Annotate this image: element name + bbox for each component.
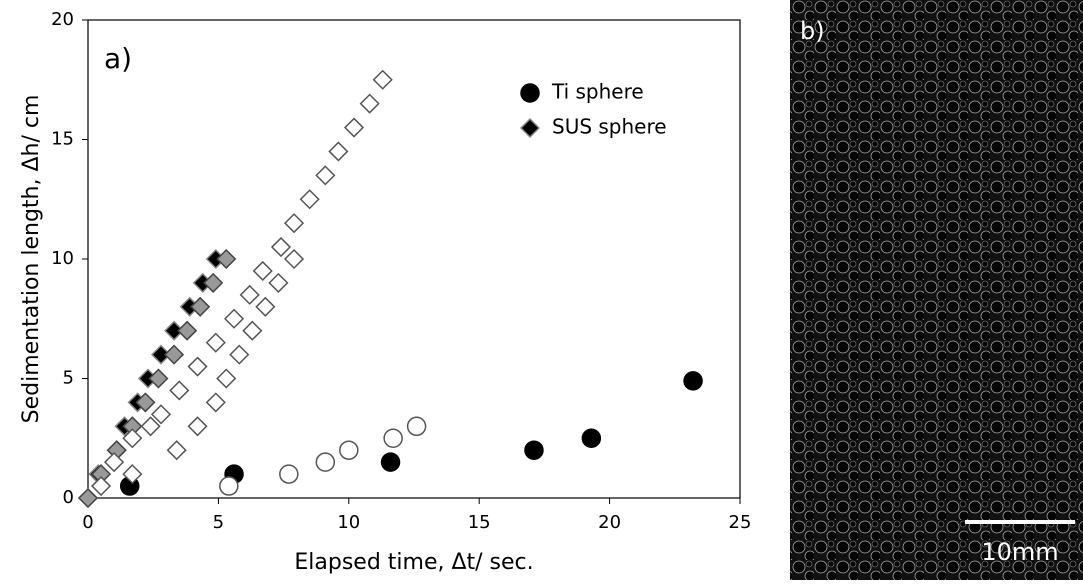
point (190, 296, 211, 317)
point (683, 371, 703, 391)
plot: 0 5 10 15 20 25 0 5 10 15 20 Elapsed time, Δt/ sec.… (19, 9, 751, 575)
legend-label: SUS sphere (552, 115, 667, 139)
scale-label: 10mm (981, 538, 1058, 566)
point (406, 416, 427, 437)
point (229, 344, 250, 365)
point (135, 392, 156, 413)
point (315, 165, 336, 186)
point (164, 344, 185, 365)
point (140, 416, 161, 437)
point (166, 440, 187, 461)
point (104, 452, 125, 473)
point (359, 93, 380, 114)
panel-label-a: a) (104, 42, 132, 75)
point (169, 380, 190, 401)
y-tick-label: 20 (51, 9, 74, 30)
point (90, 475, 112, 497)
point (328, 141, 349, 162)
point (122, 428, 143, 449)
legend-label: Ti sphere (551, 80, 644, 104)
panel-label-b: b) (800, 17, 825, 45)
point (150, 404, 172, 425)
point (315, 452, 336, 472)
x-tick-label: 25 (729, 512, 752, 533)
y-tick-label: 0 (63, 487, 74, 508)
micrograph (790, 0, 1083, 580)
y-tick-label: 15 (51, 129, 74, 150)
y-axis-label: Sedimentation length, Δh/ cm (19, 95, 44, 424)
point (268, 272, 289, 293)
point (223, 308, 245, 329)
point (299, 189, 320, 210)
x-tick-label: 10 (337, 512, 360, 533)
point (372, 69, 393, 90)
y-tick-label: 10 (51, 248, 74, 269)
point (383, 428, 403, 448)
point (581, 428, 602, 448)
y-tick-label: 5 (63, 368, 74, 389)
point (216, 248, 237, 270)
point (216, 368, 237, 389)
point (205, 332, 226, 353)
point (283, 213, 305, 234)
point (283, 248, 305, 270)
point (219, 476, 239, 496)
legend-marker (520, 83, 540, 103)
point (279, 464, 299, 484)
point (343, 117, 365, 138)
point (239, 284, 260, 305)
x-tick-label: 0 (82, 512, 93, 533)
x-tick-label: 15 (468, 512, 491, 533)
point (177, 320, 198, 341)
point (252, 260, 273, 282)
point (77, 487, 99, 509)
point (122, 464, 143, 485)
point (187, 356, 208, 377)
point (203, 272, 224, 293)
x-axis-label: Elapsed time, Δt/ sec. (294, 550, 533, 575)
point (380, 452, 401, 472)
legend-marker (519, 117, 541, 139)
point (148, 368, 169, 389)
x-tick-label: 20 (598, 512, 621, 533)
point (524, 440, 544, 460)
point (270, 236, 292, 258)
x-tick-label: 5 (213, 512, 224, 533)
point (205, 392, 226, 413)
point (242, 320, 263, 341)
point (255, 296, 276, 317)
point (339, 440, 359, 460)
point (187, 416, 208, 437)
